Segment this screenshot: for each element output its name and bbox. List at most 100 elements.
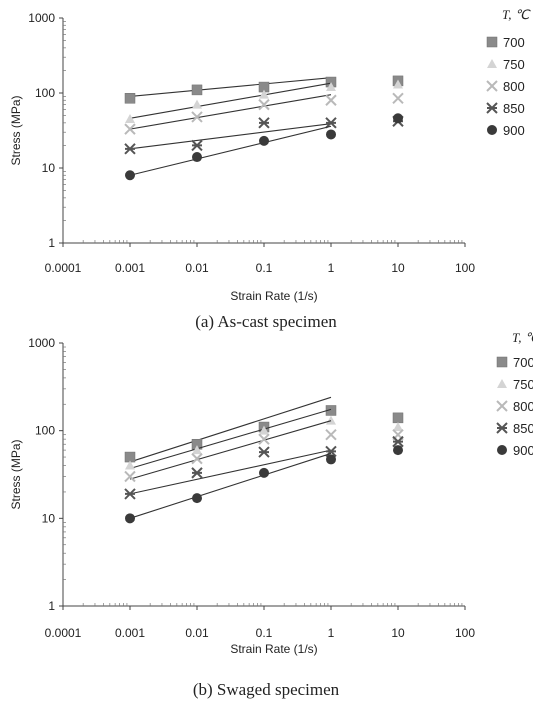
data-point [393, 422, 403, 432]
data-point [125, 170, 135, 181]
fit-line [129, 452, 332, 519]
x-tick-label: 1 [328, 626, 335, 640]
legend-title: T, ℃ [502, 7, 531, 22]
legend-label: 750 [513, 377, 533, 392]
data-point [125, 114, 135, 124]
legend-marker [486, 36, 498, 48]
data-point [259, 89, 269, 99]
data-point [191, 139, 203, 152]
series-900 [125, 113, 403, 181]
legend-marker [497, 379, 507, 388]
legend-label: 700 [513, 355, 533, 370]
data-point [259, 425, 269, 435]
fit-line [129, 77, 332, 97]
y-tick-label: 10 [42, 511, 56, 525]
data-point [393, 113, 403, 124]
series-750 [125, 79, 403, 124]
x-tick-label: 1 [328, 261, 335, 275]
legend: T, ℃ 700 750 800 850 900 [486, 7, 531, 138]
data-point [326, 82, 336, 92]
data-point [192, 445, 202, 455]
panel-caption: (b) Swaged specimen [193, 680, 340, 699]
data-point [124, 143, 136, 155]
data-point [393, 445, 403, 456]
data-point [191, 452, 203, 465]
data-point [325, 117, 337, 129]
legend-label: 850 [503, 101, 525, 116]
y-tick-label: 1 [48, 599, 55, 613]
x-tick-label: 100 [455, 626, 475, 640]
data-point [258, 446, 270, 458]
legend-label: 800 [503, 79, 525, 94]
legend-marker [487, 125, 497, 135]
chart-panel-2: 0.0001 0.001 0.01 0.1 1 10 100 1 10 100 1000 Strain… [9, 330, 533, 699]
x-tick-label: 10 [391, 626, 405, 640]
data-point [258, 117, 270, 129]
fit-line [129, 123, 332, 150]
y-tick-label: 100 [35, 86, 55, 100]
series-750 [125, 408, 403, 470]
y-tick-label: 1000 [28, 336, 55, 350]
data-point [259, 467, 269, 478]
legend-marker [496, 400, 508, 412]
legend-marker [486, 102, 498, 114]
data-point [258, 433, 270, 445]
series-850 [124, 115, 404, 155]
data-point [192, 493, 202, 504]
x-tick-label: 0.001 [115, 261, 145, 275]
data-point [192, 99, 202, 109]
data-point [258, 98, 270, 111]
data-point [125, 460, 135, 470]
data-point [124, 123, 136, 135]
y-tick-label: 10 [42, 161, 56, 175]
data-point [124, 488, 136, 500]
data-point [326, 129, 336, 140]
series-900 [125, 445, 403, 524]
fit-line [129, 420, 332, 480]
data-point [392, 412, 404, 424]
y-axis-label: Stress (MPa) [9, 95, 23, 165]
x-axis-label: Strain Rate (1/s) [230, 289, 317, 303]
x-tick-label: 100 [455, 261, 475, 275]
data-point [392, 92, 404, 105]
data-point [325, 94, 337, 106]
legend-marker [496, 422, 508, 434]
fit-line [129, 82, 332, 119]
x-tick-label: 0.1 [256, 261, 273, 275]
data-point [191, 84, 203, 96]
series-850 [124, 435, 404, 500]
x-tick-label: 10 [391, 261, 405, 275]
y-tick-label: 100 [35, 424, 55, 438]
legend-marker [497, 445, 507, 455]
legend: T, ℃ 700 750 800 850 900 [496, 330, 533, 458]
data-point [392, 435, 404, 448]
legend-label: 750 [503, 57, 525, 72]
fit-line [129, 396, 332, 463]
fit-line [129, 125, 332, 176]
x-tick-label: 0.0001 [45, 261, 82, 275]
y-tick-label: 1000 [28, 11, 55, 25]
data-point [125, 513, 135, 524]
fit-line [129, 408, 332, 470]
series-700 [124, 75, 404, 104]
data-point [191, 467, 203, 479]
fit-line [129, 449, 332, 495]
fit-line [129, 94, 332, 130]
x-tick-label: 0.01 [185, 626, 209, 640]
panel-caption: (a) As-cast specimen [195, 312, 337, 331]
data-point [192, 152, 202, 163]
series-800 [124, 92, 404, 135]
x-tick-label: 0.01 [185, 261, 209, 275]
legend-marker [496, 356, 508, 368]
data-point [326, 454, 336, 465]
x-tick-label: 0.0001 [45, 626, 82, 640]
chart-panel-1: 0.0001 0.001 0.01 0.1 1 10 100 1 10 100 1000 Strain… [9, 7, 531, 331]
legend-marker [486, 80, 498, 92]
x-tick-label: 0.1 [256, 626, 273, 640]
legend-title: T, ℃ [512, 330, 533, 345]
data-point [124, 470, 136, 483]
data-point [191, 111, 203, 123]
legend-label: 900 [513, 443, 533, 458]
data-point [326, 415, 336, 425]
